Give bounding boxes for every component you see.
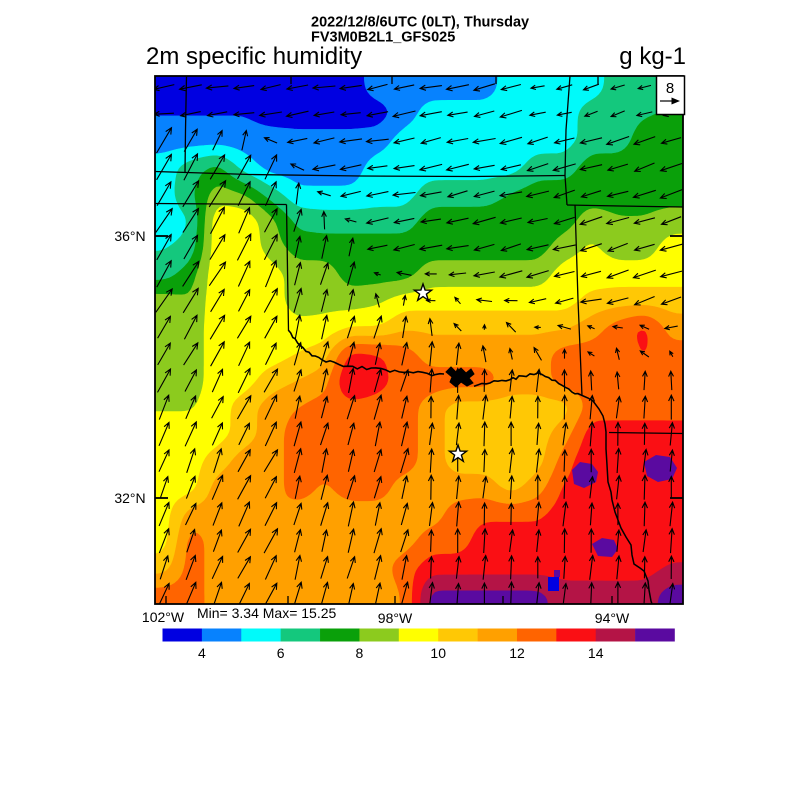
svg-text:12: 12: [509, 645, 525, 661]
svg-text:10: 10: [430, 645, 446, 661]
svg-text:4: 4: [198, 645, 206, 661]
svg-text:g kg-1: g kg-1: [619, 43, 686, 70]
svg-text:2m specific humidity: 2m specific humidity: [146, 43, 362, 70]
svg-text:6: 6: [277, 645, 285, 661]
svg-text:2022/12/8/6UTC (0LT), Thursday: 2022/12/8/6UTC (0LT), Thursday: [311, 15, 529, 31]
svg-text:Min= 3.34 Max= 15.25: Min= 3.34 Max= 15.25: [197, 605, 337, 621]
svg-text:36°N: 36°N: [114, 228, 145, 244]
svg-text:98°W: 98°W: [378, 610, 413, 626]
svg-text:8: 8: [356, 645, 364, 661]
svg-text:32°N: 32°N: [114, 490, 145, 506]
svg-text:8: 8: [666, 80, 674, 97]
svg-text:14: 14: [588, 645, 604, 661]
svg-text:102°W: 102°W: [142, 609, 185, 625]
svg-text:FV3M0B2L1_GFS025: FV3M0B2L1_GFS025: [311, 30, 455, 46]
svg-text:94°W: 94°W: [595, 610, 630, 626]
